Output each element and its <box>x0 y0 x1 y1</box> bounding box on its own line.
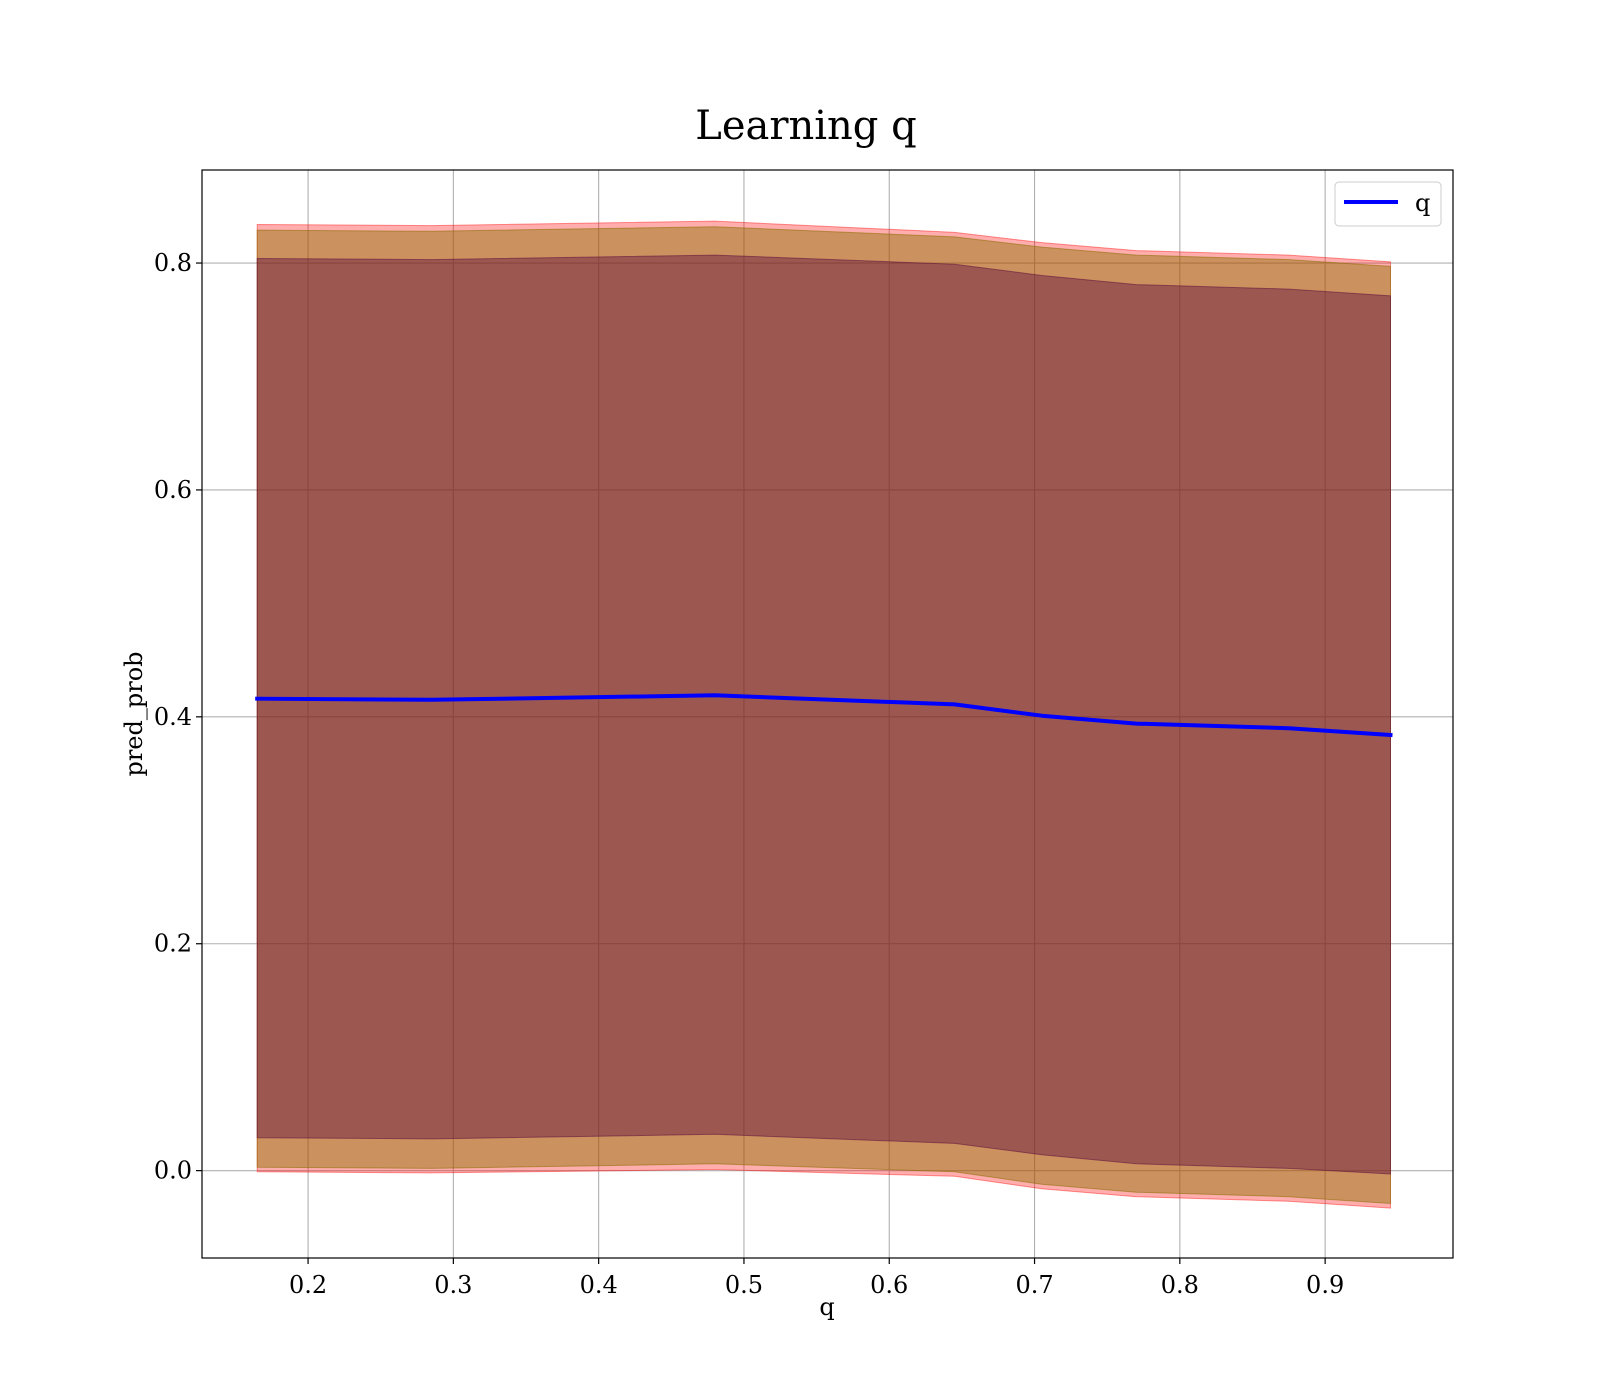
y-axis-label: pred_prob <box>120 651 148 776</box>
series-lines <box>255 693 1393 738</box>
x-tick-label: 0.7 <box>1015 1271 1053 1299</box>
x-tick-label: 0.4 <box>580 1271 618 1299</box>
legend-label-q: q <box>1415 189 1430 217</box>
y-tick-label: 0.8 <box>154 249 192 277</box>
confidence-band <box>256 220 1391 1209</box>
x-axis-label: q <box>819 1293 834 1321</box>
plot-area: 0.2 0.3 0.4 0.5 0.6 0.7 0.8 0.9 0.0 0.2 0.4 0.6 0.8 <box>154 169 1454 1299</box>
x-tick-label: 0.6 <box>870 1271 908 1299</box>
confidence-band <box>256 254 1391 1175</box>
y-tick-label: 0.2 <box>154 930 192 958</box>
x-tick-label: 0.9 <box>1306 1271 1344 1299</box>
y-tick-label: 0.6 <box>154 476 192 504</box>
legend: q <box>1334 181 1442 227</box>
chart-title: Learning q <box>695 103 916 149</box>
series-line-q <box>255 693 1393 738</box>
y-tick-label: 0.4 <box>154 703 192 731</box>
confidence-bands <box>256 220 1391 1209</box>
confidence-band <box>256 226 1391 1205</box>
y-tick-label: 0.0 <box>154 1157 192 1185</box>
axis-ticks: 0.2 0.3 0.4 0.5 0.6 0.7 0.8 0.9 0.0 0.2 0.4 0.6 0.8 <box>154 249 1344 1299</box>
x-tick-label: 0.2 <box>289 1271 327 1299</box>
grid <box>202 170 1453 1258</box>
plot-frame <box>201 169 1454 1259</box>
plot-background <box>202 170 1453 1258</box>
x-tick-label: 0.8 <box>1161 1271 1199 1299</box>
x-tick-label: 0.3 <box>434 1271 472 1299</box>
x-tick-label: 0.5 <box>725 1271 763 1299</box>
